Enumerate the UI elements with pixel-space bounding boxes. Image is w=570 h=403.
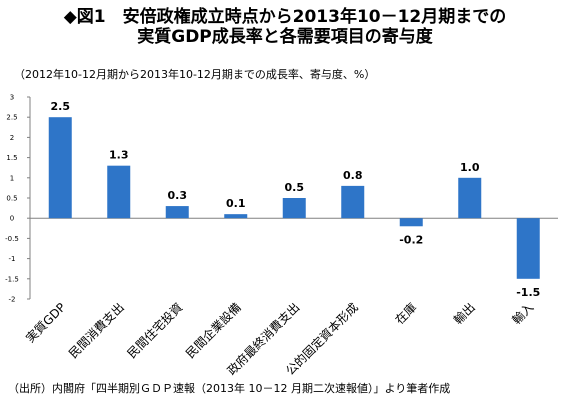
y-tick-label: 3 [10, 94, 14, 102]
bar [399, 218, 423, 227]
bar [165, 206, 189, 219]
bar [516, 218, 540, 279]
category-label: 輸入 [509, 300, 537, 328]
data-label: 0.8 [343, 169, 363, 182]
chart-title-line-1: ◆図1 安倍政権成立時点から2013年10－12月期までの [63, 7, 507, 27]
data-label: 0.3 [168, 189, 188, 202]
chart-subtitle: （2012年10-12月期から2013年10-12月期までの成長率、寄与度、%） [14, 68, 376, 81]
category-label: 民間消費支出 [65, 300, 127, 362]
category-label: 在庫 [392, 300, 419, 327]
category-label: 実質GDP [23, 300, 69, 346]
data-label: 0.5 [285, 181, 305, 194]
data-label: -1.5 [516, 286, 540, 299]
bar [282, 198, 306, 219]
y-tick-label: -0.5 [5, 235, 19, 243]
y-tick-label: 1 [10, 174, 14, 182]
data-label: -0.2 [399, 233, 423, 246]
y-tick-label: 0 [10, 215, 14, 223]
bar [458, 177, 482, 219]
category-label: 輸出 [450, 300, 478, 328]
bar [224, 214, 248, 219]
y-tick-label: -1.5 [5, 275, 19, 283]
data-label: 1.0 [460, 161, 480, 174]
chart-title-line-2: 実質GDP成長率と各需要項目の寄与度 [137, 27, 433, 47]
y-tick-label: 2.5 [6, 114, 17, 122]
category-label: 民間住宅投資 [124, 300, 186, 362]
y-tick-label: -1 [9, 255, 16, 263]
bar [48, 117, 72, 219]
source-note: （出所）内閣府「四半期別ＧＤＰ速報（2013年 10－12 月期二次速報値）」よ… [8, 382, 451, 395]
data-label: 1.3 [109, 149, 129, 162]
bar [341, 185, 365, 219]
category-label: 民間企業設備 [182, 300, 244, 362]
data-label: 0.1 [226, 197, 246, 210]
bar [107, 165, 131, 219]
y-tick-label: -2 [9, 296, 16, 304]
y-tick-label: 0.5 [6, 195, 17, 203]
y-tick-label: 1.5 [6, 154, 17, 162]
data-label: 2.5 [51, 100, 71, 113]
y-tick-label: 2 [10, 134, 14, 142]
